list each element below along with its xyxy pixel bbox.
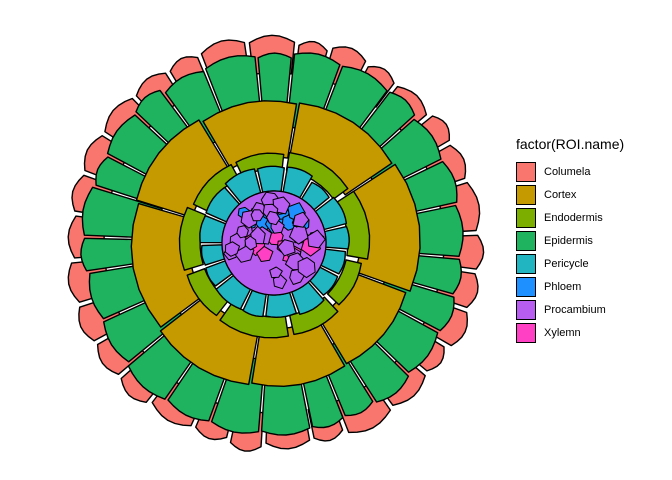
legend-key-procambium <box>516 299 536 320</box>
legend-label: Epidermis <box>544 234 593 247</box>
legend-label: Cortex <box>544 188 577 201</box>
legend-item-endodermis: Endodermis <box>516 206 666 229</box>
xylemn-cell <box>256 245 274 262</box>
legend-label: Xylemn <box>544 326 581 339</box>
procambium-cell <box>289 225 309 245</box>
legend-key-columela <box>516 161 536 182</box>
pericycle-cell <box>265 291 297 318</box>
legend-label: Pericycle <box>544 257 589 270</box>
procambium-cell <box>307 229 326 249</box>
procambium-cell <box>269 266 283 279</box>
legend-key-pericycle <box>516 253 536 274</box>
procambium-cell <box>266 210 281 226</box>
cell-map-plot <box>67 34 485 452</box>
legend-label: Procambium <box>544 303 606 316</box>
endodermis-cell <box>326 259 362 306</box>
procambium-cell <box>277 239 296 257</box>
legend-key-epidermis <box>516 230 536 251</box>
legend-item-xylemn: Xylemn <box>516 321 666 344</box>
legend-key-phloem <box>516 276 536 297</box>
procambium-cell <box>225 241 240 257</box>
legend-item-pericycle: Pericycle <box>516 252 666 275</box>
procambium-cell <box>292 211 310 228</box>
legend-label: Columela <box>544 165 591 178</box>
legend-item-cortex: Cortex <box>516 183 666 206</box>
legend-key-cortex <box>516 184 536 205</box>
legend-label: Endodermis <box>544 211 603 224</box>
legend: factor(ROI.name) Columela Cortex Endodermi… <box>516 136 666 344</box>
procambium-cell <box>297 257 316 279</box>
legend-key-endodermis <box>516 207 536 228</box>
legend-items: Columela Cortex Endodermis Epidermis Pericyc… <box>516 160 666 344</box>
legend-label: Phloem <box>544 280 582 293</box>
pericycle-cell <box>324 225 350 250</box>
endodermis-cell <box>178 206 207 271</box>
legend-key-xylemn <box>516 322 536 343</box>
pericycle-cell <box>256 165 285 193</box>
procambium-cell <box>244 235 258 251</box>
legend-item-columela: Columela <box>516 160 666 183</box>
procambium-cell <box>236 225 249 239</box>
legend-item-phloem: Phloem <box>516 275 666 298</box>
legend-item-procambium: Procambium <box>516 298 666 321</box>
legend-title: factor(ROI.name) <box>516 136 625 152</box>
procambium-cell <box>250 209 265 222</box>
legend-item-epidermis: Epidermis <box>516 229 666 252</box>
